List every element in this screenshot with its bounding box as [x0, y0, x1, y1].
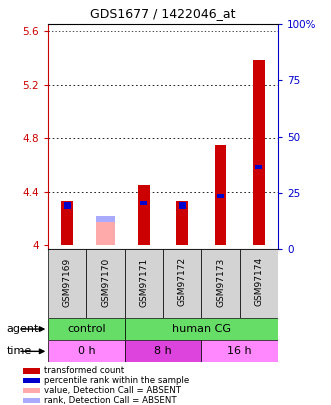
Bar — [62, 201, 73, 245]
Bar — [96, 215, 115, 222]
Bar — [23, 378, 40, 383]
Bar — [163, 249, 201, 318]
Bar — [140, 201, 147, 205]
Bar — [48, 318, 125, 340]
Text: value, Detection Call = ABSENT: value, Detection Call = ABSENT — [44, 386, 181, 395]
Bar — [96, 221, 115, 245]
Text: human CG: human CG — [172, 324, 231, 334]
Bar — [176, 201, 188, 245]
Bar — [48, 340, 125, 362]
Bar — [48, 249, 86, 318]
Text: GSM97169: GSM97169 — [63, 257, 72, 307]
Bar — [256, 165, 262, 169]
Bar — [217, 194, 224, 198]
Text: GSM97170: GSM97170 — [101, 257, 110, 307]
Bar — [240, 249, 278, 318]
Bar — [215, 145, 226, 245]
Bar — [23, 369, 40, 373]
Bar — [86, 249, 125, 318]
Bar — [64, 202, 71, 209]
Text: rank, Detection Call = ABSENT: rank, Detection Call = ABSENT — [44, 396, 177, 405]
Text: 0 h: 0 h — [77, 346, 95, 356]
Text: percentile rank within the sample: percentile rank within the sample — [44, 376, 190, 385]
Bar — [23, 388, 40, 393]
Bar — [125, 340, 201, 362]
Text: GSM97173: GSM97173 — [216, 257, 225, 307]
Bar — [125, 249, 163, 318]
Text: time: time — [7, 346, 32, 356]
Bar — [138, 185, 150, 245]
Text: GSM97172: GSM97172 — [178, 257, 187, 307]
Text: transformed count: transformed count — [44, 367, 124, 375]
Text: 16 h: 16 h — [227, 346, 252, 356]
Bar — [253, 60, 264, 245]
Text: control: control — [67, 324, 106, 334]
Title: GDS1677 / 1422046_at: GDS1677 / 1422046_at — [90, 7, 236, 20]
Text: GSM97171: GSM97171 — [139, 257, 148, 307]
Text: agent: agent — [7, 324, 39, 334]
Bar — [179, 202, 186, 209]
Bar — [201, 340, 278, 362]
Bar — [23, 398, 40, 403]
Bar — [201, 249, 240, 318]
Text: 8 h: 8 h — [154, 346, 172, 356]
Bar — [125, 318, 278, 340]
Text: GSM97174: GSM97174 — [254, 257, 263, 307]
